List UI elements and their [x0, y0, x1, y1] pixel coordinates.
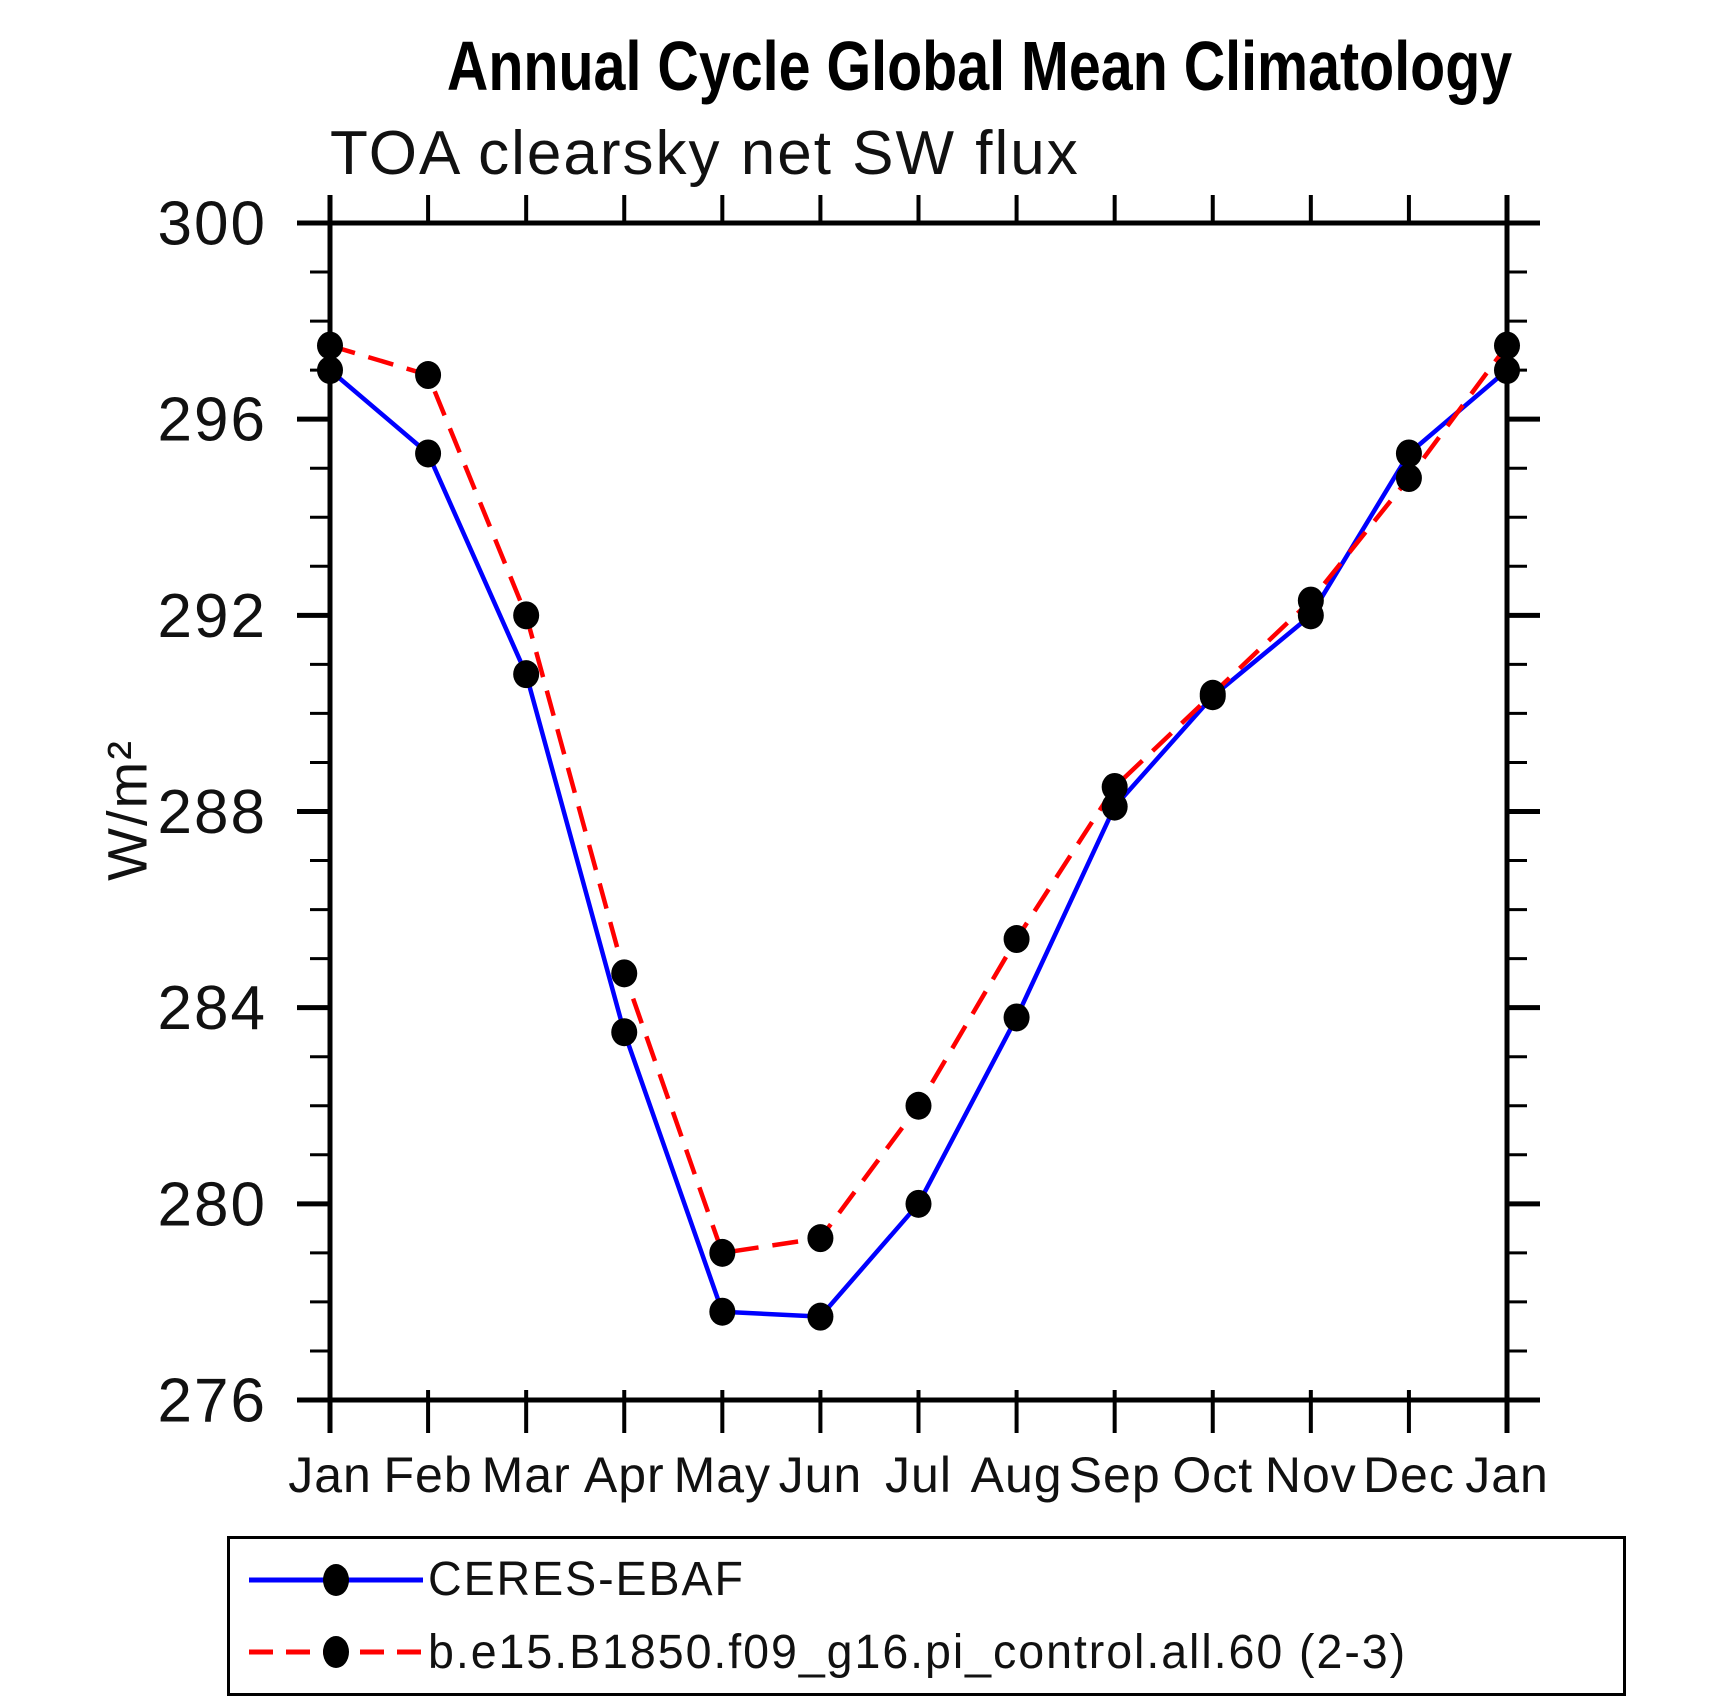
data-point-marker: [611, 1018, 638, 1047]
data-point-marker: [513, 660, 540, 689]
series-line-0: [328, 368, 1509, 1319]
x-tick-label: Apr: [584, 1447, 665, 1503]
data-point-marker: [1101, 772, 1128, 801]
data-point-marker: [1003, 1003, 1030, 1032]
x-tick-label: Sep: [1069, 1447, 1161, 1503]
legend-item-ceres: CERES-EBAF: [230, 1548, 1623, 1612]
legend-label: CERES-EBAF: [428, 1553, 745, 1607]
y-tick-label: 292: [158, 582, 267, 651]
x-tick-label: Aug: [971, 1447, 1063, 1503]
data-point-marker: [317, 356, 343, 385]
legend-label: b.e15.B1850.f09_g16.pi_control.all.60 (2…: [428, 1625, 1408, 1679]
x-tick-label: Jun: [779, 1447, 863, 1503]
legend-item-model: b.e15.B1850.f09_g16.pi_control.all.60 (2…: [230, 1620, 1623, 1684]
y-tick-label: 288: [158, 778, 267, 847]
data-point-marker: [513, 601, 540, 630]
y-tick-label: 296: [158, 386, 267, 455]
data-point-marker: [905, 1091, 932, 1120]
data-point-marker: [709, 1238, 736, 1267]
solid-line-marker-icon: [249, 1563, 423, 1596]
data-point-marker: [415, 361, 442, 390]
chart-title: Annual Cycle Global Mean Climatology: [446, 27, 1513, 105]
data-point-marker: [807, 1224, 834, 1253]
x-tick-label: Jan: [288, 1447, 372, 1503]
data-point-marker: [905, 1189, 932, 1218]
x-tick-label: Feb: [383, 1447, 472, 1503]
y-tick-label: 284: [158, 974, 267, 1043]
data-point-marker: [1494, 356, 1520, 385]
x-tick-label: Dec: [1363, 1447, 1455, 1503]
x-tick-label: Jan: [1465, 1447, 1549, 1503]
plot-frame: [327, 220, 1510, 1403]
dashed-line-marker-icon: [249, 1636, 423, 1669]
data-point-marker: [1199, 679, 1226, 708]
y-tick-label: 276: [158, 1367, 267, 1436]
data-point-marker: [807, 1302, 834, 1331]
data-point-marker: [709, 1297, 736, 1326]
x-tick-label: May: [674, 1447, 771, 1503]
x-tick-label: Jul: [885, 1447, 952, 1503]
data-point-marker: [415, 439, 442, 468]
data-point-marker: [1297, 586, 1324, 615]
x-tick-label: Mar: [482, 1447, 571, 1503]
chart-subtitle: TOA clearsky net SW flux: [330, 119, 1080, 188]
data-point-marker: [1395, 439, 1422, 468]
data-point-marker: [1494, 331, 1520, 360]
data-point-marker: [317, 331, 343, 360]
data-point-marker: [1003, 925, 1030, 954]
data-point-marker: [1395, 464, 1422, 493]
data-point-marker: [1101, 792, 1128, 821]
x-tick-label: Oct: [1172, 1447, 1253, 1503]
x-tick-label: Nov: [1265, 1447, 1357, 1503]
y-tick-label: 280: [158, 1170, 267, 1239]
legend: CERES-EBAF b.e15.B1850.f09_g16.pi_contro…: [227, 1536, 1626, 1696]
y-tick-label: 300: [158, 190, 267, 259]
data-point-marker: [611, 959, 638, 988]
